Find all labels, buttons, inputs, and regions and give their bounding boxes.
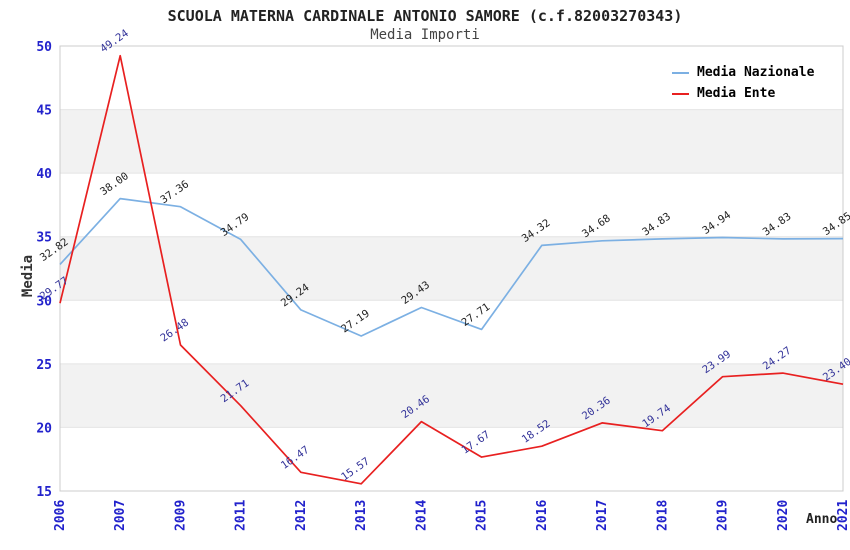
y-tick-label: 30 (36, 294, 52, 309)
x-tick-label: 2014 (414, 500, 429, 531)
x-tick-label: 2006 (53, 500, 68, 531)
media-ente-line (59, 54, 844, 485)
chart-title: SCUOLA MATERNA CARDINALE ANTONIO SAMORE … (167, 7, 683, 25)
y-tick-label: 20 (36, 421, 52, 436)
x-tick-label: 2013 (354, 500, 369, 531)
y-tick-label: 40 (36, 167, 52, 182)
x-tick-label: 2016 (535, 500, 550, 531)
legend-item-media-ente[interactable]: Media Ente (672, 83, 814, 104)
x-tick-label: 2019 (716, 500, 731, 531)
media-ente-line-swatch (672, 92, 689, 95)
media-nazionale-line (59, 197, 844, 337)
x-tick-label: 2018 (655, 500, 670, 531)
legend-label-media-nazionale: Media Nazionale (697, 65, 815, 80)
chart-subtitle: Media Importi (370, 27, 480, 43)
y-tick-label: 25 (36, 358, 52, 373)
y-tick-label: 35 (36, 231, 52, 246)
x-axis-tick-labels: 2006 2007 2009 2011 2012 2013 2014 2015 2016 2017… (53, 500, 850, 531)
y-tick-label: 15 (36, 485, 52, 500)
x-tick-label: 2021 (836, 500, 850, 531)
x-tick-label: 2017 (595, 500, 610, 531)
x-tick-label: 2007 (113, 500, 128, 531)
y-axis-tick-labels: 15 20 25 30 35 40 45 50 (36, 40, 52, 500)
x-axis-title: Anno (806, 512, 838, 527)
grid-band (60, 363, 843, 428)
y-tick-label: 45 (36, 104, 52, 119)
grid-band (60, 109, 843, 174)
legend-label-media-ente: Media Ente (697, 86, 776, 101)
y-axis-title: Media (20, 254, 36, 298)
plot-border (59, 45, 844, 492)
x-tick-label: 2020 (776, 500, 791, 531)
x-tick-label: 2011 (234, 500, 249, 531)
x-tick-label: 2009 (173, 500, 188, 531)
legend-item-media-nazionale[interactable]: Media Nazionale (672, 62, 814, 83)
grid-band (60, 236, 843, 301)
x-tick-label: 2015 (475, 500, 490, 531)
legend: Media Nazionale Media Ente (672, 62, 814, 104)
x-tick-label: 2012 (294, 500, 309, 531)
y-tick-label: 50 (36, 40, 52, 55)
media-nazionale-line-swatch (672, 71, 689, 74)
